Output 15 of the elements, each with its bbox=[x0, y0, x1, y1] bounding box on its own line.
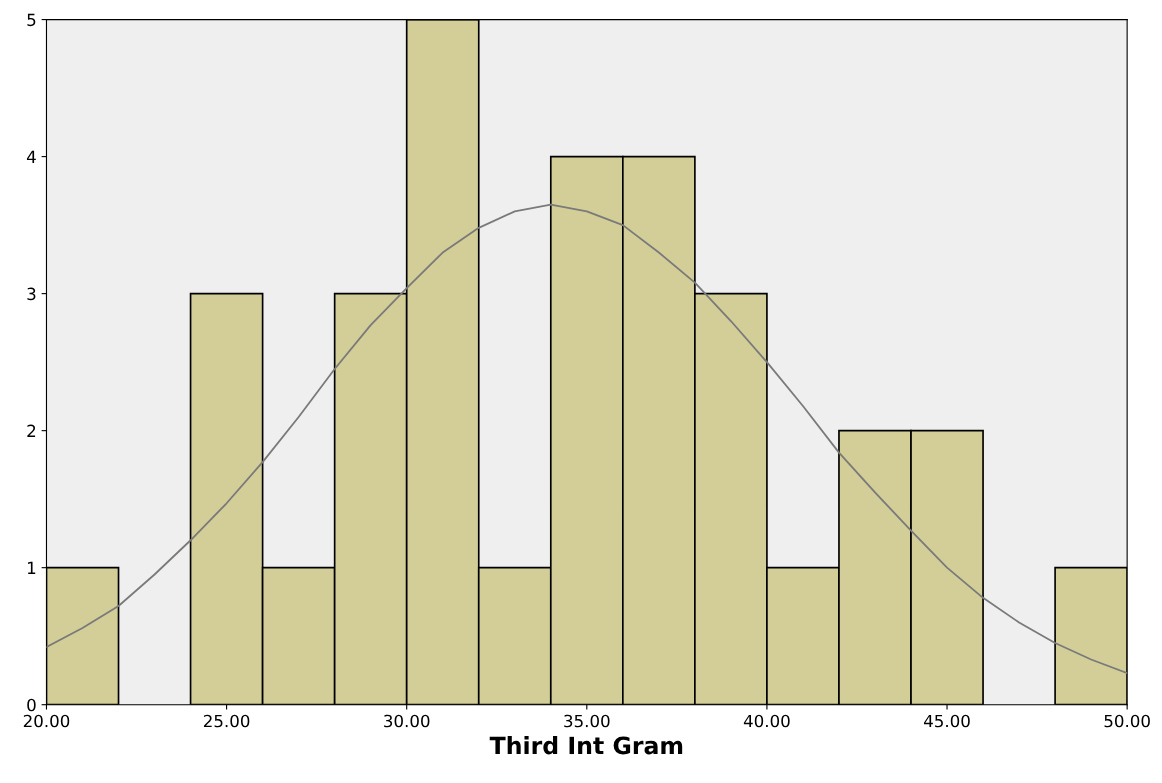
x-tick-label: 40.00 bbox=[743, 714, 790, 728]
y-tick-label: 3 bbox=[27, 287, 36, 301]
x-tick-label: 35.00 bbox=[564, 714, 610, 728]
y-tick-label: 0 bbox=[27, 698, 36, 712]
x-tick-label: 30.00 bbox=[384, 714, 430, 728]
y-tick-label: 5 bbox=[27, 13, 36, 27]
x-tick-label: 45.00 bbox=[923, 714, 970, 728]
x-axis-title: Third Int Gram bbox=[489, 736, 683, 755]
y-tick-label: 2 bbox=[27, 424, 36, 437]
line-series bbox=[46, 203, 1128, 675]
x-tick-label: 25.00 bbox=[203, 714, 250, 728]
x-tick-label: 50.00 bbox=[1104, 714, 1150, 728]
x-tick-label: 20.00 bbox=[23, 714, 70, 728]
y-tick-label: 1 bbox=[27, 561, 36, 575]
y-tick-label: 4 bbox=[26, 150, 36, 163]
